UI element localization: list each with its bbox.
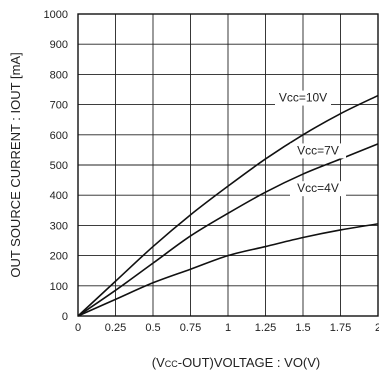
- y-tick-label: 300: [50, 220, 68, 232]
- x-tick-label: 0.5: [145, 322, 160, 334]
- x-axis-label-open: (V: [152, 355, 165, 370]
- y-tick-label: 400: [50, 190, 68, 202]
- x-tick-label: 2: [375, 322, 379, 334]
- series-line: [77, 143, 379, 317]
- x-tick-label: 1.75: [330, 322, 351, 334]
- series-label-background: [275, 90, 331, 106]
- tick-labels: 0 0.25 0.5 0.75 1 1.25 1.5 1.75 2 0 100 200 300 400 50…: [44, 9, 379, 334]
- x-tick-label: 1.5: [295, 322, 310, 334]
- y-tick-label: 600: [50, 130, 68, 142]
- series-lines: [77, 94, 379, 317]
- series-label-background: [290, 181, 346, 197]
- x-tick-label: 0.25: [105, 322, 126, 334]
- y-tick-label: 100: [50, 281, 68, 293]
- y-tick-label: 0: [62, 311, 68, 323]
- y-tick-label: 700: [50, 100, 68, 112]
- x-tick-label: 0: [75, 322, 81, 334]
- y-tick-label: 500: [50, 160, 68, 172]
- x-tick-label: 1: [225, 322, 231, 334]
- series-label: Vcc=10V: [279, 91, 327, 105]
- y-tick-label: 900: [50, 39, 68, 51]
- series-line: [77, 223, 379, 317]
- x-tick-label: 0.75: [180, 322, 201, 334]
- x-axis-label-sub: CC: [165, 359, 178, 369]
- y-axis-label: OUT SOURCE CURRENT : IOUT [mA]: [8, 52, 23, 277]
- series-label-background: [290, 143, 346, 159]
- series-labels: Vcc=10V Vcc=7V Vcc=4V: [275, 90, 346, 197]
- series-label: Vcc=7V: [297, 143, 339, 157]
- y-tick-label: 800: [50, 69, 68, 81]
- y-tick-label: 200: [50, 251, 68, 263]
- x-tick-label: 1.25: [255, 322, 276, 334]
- series-label: Vcc=4V: [297, 181, 339, 195]
- x-axis-label: (VCC-OUT)VOLTAGE : VO(V): [152, 355, 321, 370]
- y-tick-label: 1000: [44, 9, 68, 21]
- series-line: [77, 94, 379, 317]
- x-axis-label-rest: -OUT)VOLTAGE : VO(V): [178, 355, 321, 370]
- grid: [78, 14, 378, 316]
- plot-frame: [77, 13, 379, 317]
